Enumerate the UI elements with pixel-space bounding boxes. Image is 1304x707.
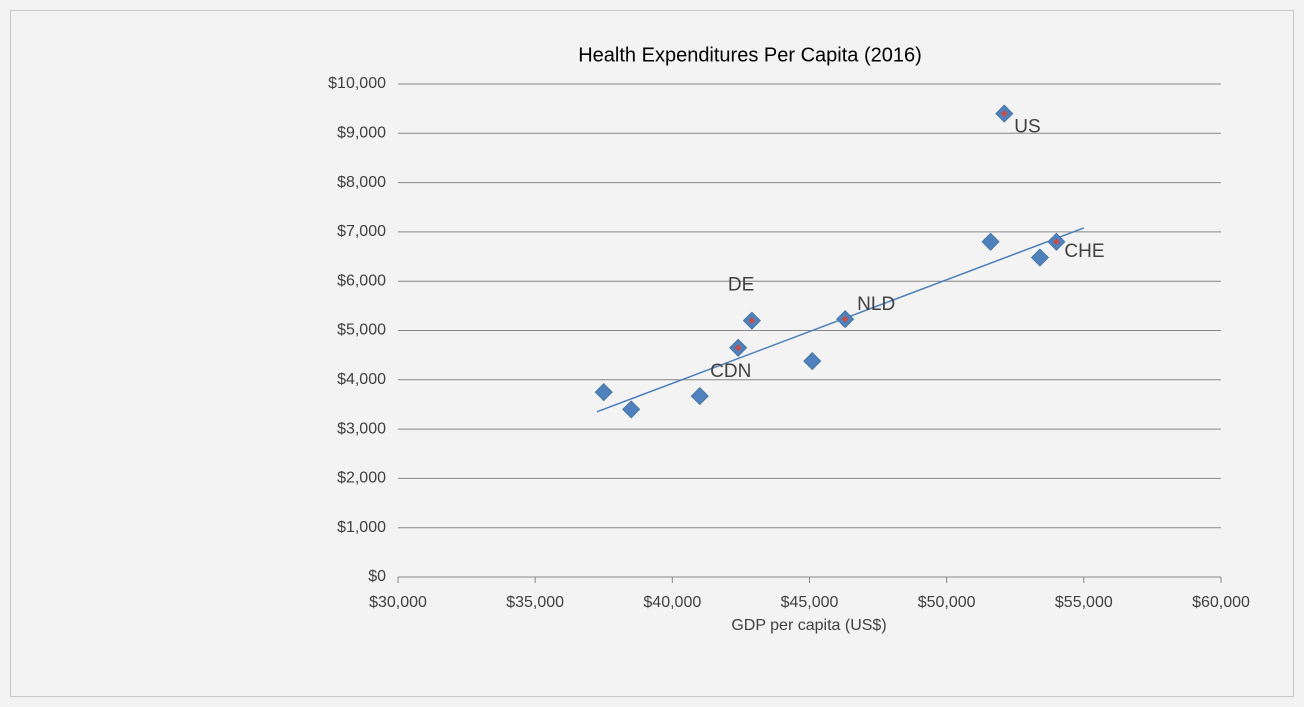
- y-tick-label: $0: [368, 568, 386, 585]
- x-tick-label: $55,000: [1055, 594, 1113, 611]
- point-label: NLD: [857, 294, 895, 315]
- y-tick-label: $3,000: [337, 420, 386, 437]
- data-point: [690, 387, 709, 406]
- data-point: [1030, 248, 1050, 267]
- point-label: CDN: [710, 361, 751, 382]
- chart-title: Health Expenditures Per Capita (2016): [578, 44, 922, 66]
- y-tick-label: $5,000: [337, 322, 386, 339]
- point-highlight: [748, 317, 756, 325]
- y-tick-label: $10,000: [328, 75, 386, 92]
- data-point: [594, 383, 613, 402]
- x-tick-label: $40,000: [643, 594, 701, 611]
- y-tick-label: $4,000: [337, 371, 386, 388]
- x-tick-label: $45,000: [781, 594, 839, 611]
- y-tick-label: $9,000: [337, 125, 386, 142]
- chart-frame: [10, 10, 1294, 697]
- data-point: [622, 400, 641, 419]
- point-highlight: [1000, 110, 1008, 118]
- point-highlight: [841, 315, 849, 323]
- y-tick-label: $1,000: [337, 519, 386, 536]
- point-label: CHE: [1064, 241, 1104, 262]
- data-point: [803, 352, 822, 371]
- y-tick-label: $6,000: [337, 272, 386, 289]
- point-label: US: [1014, 117, 1040, 138]
- point-highlight: [1052, 238, 1060, 246]
- data-point: [981, 232, 1000, 251]
- point-highlight: [734, 344, 742, 352]
- point-label: DE: [728, 275, 754, 296]
- x-axis-title: GDP per capita (US$): [731, 617, 886, 634]
- x-tick-label: $50,000: [918, 594, 976, 611]
- y-tick-label: $2,000: [337, 470, 386, 487]
- y-tick-label: $8,000: [337, 174, 386, 191]
- x-tick-label: $60,000: [1192, 594, 1250, 611]
- y-tick-label: $7,000: [337, 223, 386, 240]
- x-tick-label: $30,000: [369, 594, 427, 611]
- x-tick-label: $35,000: [506, 594, 564, 611]
